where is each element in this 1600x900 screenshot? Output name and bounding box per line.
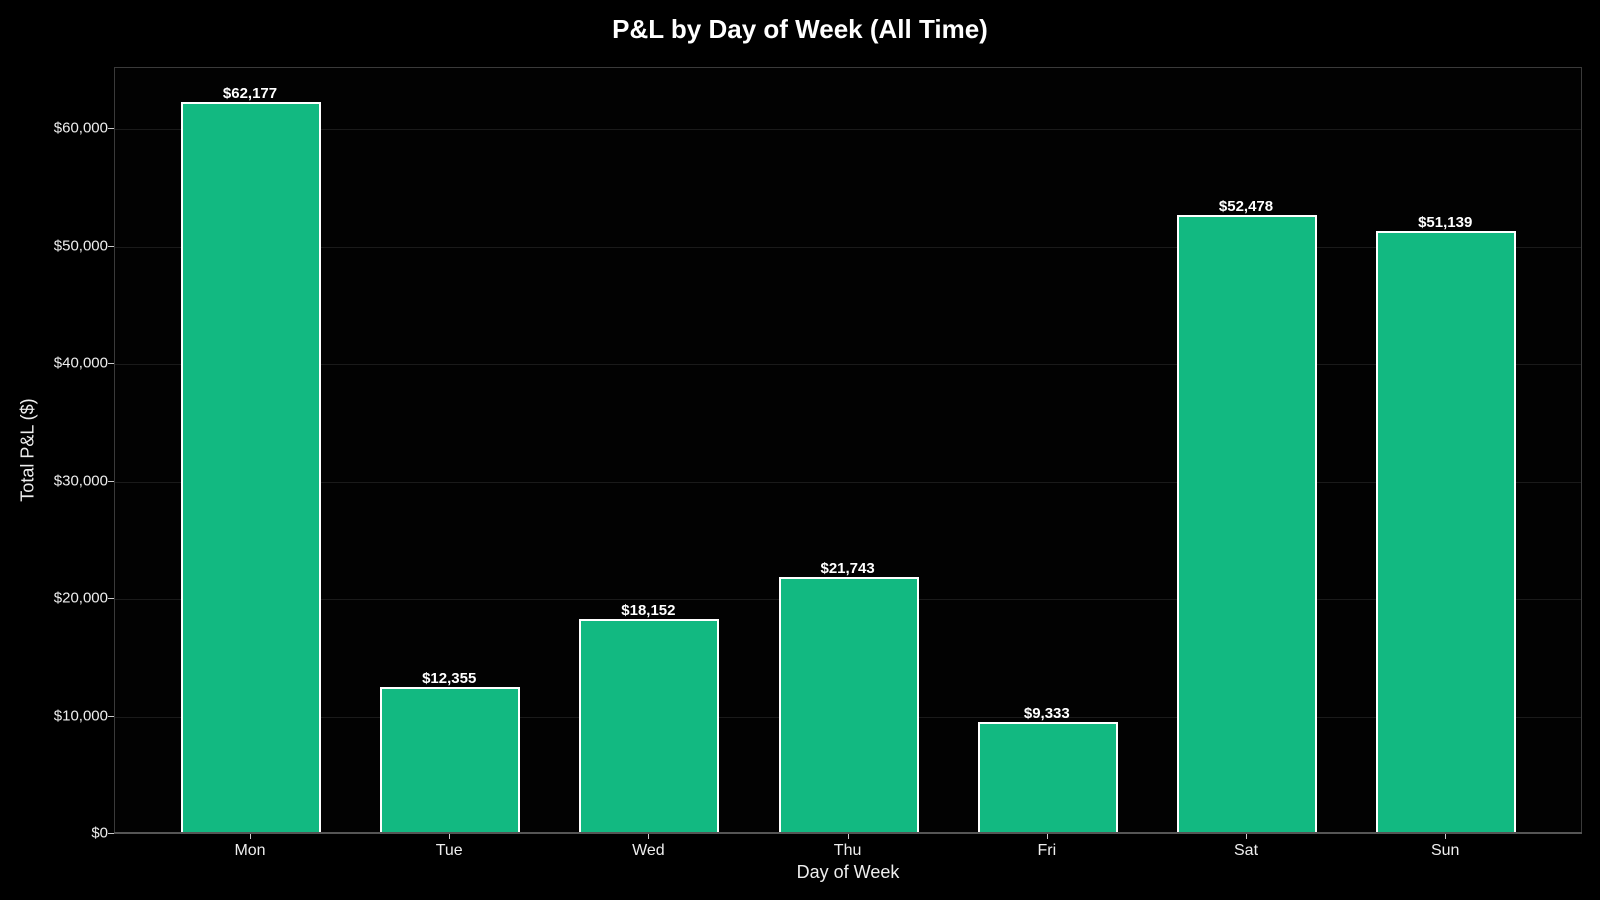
x-tick-label: Fri xyxy=(1037,842,1057,859)
bar-wed xyxy=(579,618,720,832)
y-tick-label: $50,000 xyxy=(53,237,108,255)
x-tick-label: Sun xyxy=(1430,842,1460,859)
bar-thu xyxy=(778,576,919,832)
gridline xyxy=(115,364,1581,366)
x-axis-line xyxy=(114,832,1582,834)
y-tick-mark xyxy=(108,245,114,247)
x-axis-label: Day of Week xyxy=(796,862,900,882)
bar-value-label: $62,177 xyxy=(222,84,278,102)
y-tick-label: $10,000 xyxy=(53,707,108,724)
x-tick-mark xyxy=(449,834,451,839)
gridline xyxy=(115,246,1581,248)
y-tick-mark xyxy=(108,833,114,834)
x-tick-label: Sat xyxy=(1233,842,1259,859)
x-tick-label: Wed xyxy=(632,842,665,859)
y-tick-mark xyxy=(108,128,114,130)
y-tick-label: $30,000 xyxy=(53,472,108,490)
bar-sat xyxy=(1177,215,1317,832)
y-tick-label: $40,000 xyxy=(53,354,108,372)
bar-mon xyxy=(181,101,321,832)
bar-sun xyxy=(1376,231,1517,832)
bar-value-label: $12,355 xyxy=(422,669,477,687)
gridline xyxy=(115,481,1581,483)
x-tick-mark xyxy=(1046,834,1048,839)
bar-value-label: $9,333 xyxy=(1023,705,1070,723)
y-tick-label: $20,000 xyxy=(53,589,108,607)
x-tick-mark xyxy=(847,834,849,839)
gridline xyxy=(115,129,1581,131)
x-tick-mark xyxy=(1445,834,1447,839)
bar-value-label: $51,139 xyxy=(1418,214,1473,232)
bar-fri xyxy=(977,722,1118,832)
x-tick-label: Mon xyxy=(234,842,266,859)
y-tick-label: $60,000 xyxy=(53,119,108,137)
y-axis-label: Total P&L ($) xyxy=(17,398,38,502)
x-tick-mark xyxy=(648,834,650,839)
bar-value-label: $18,152 xyxy=(621,601,676,619)
x-tick-label: Tue xyxy=(435,842,463,859)
bar-value-label: $21,743 xyxy=(820,559,875,577)
plot-area xyxy=(114,67,1582,833)
bar-tue xyxy=(380,686,521,832)
x-tick-mark xyxy=(1246,834,1247,839)
chart-title: P&L by Day of Week (All Time) xyxy=(612,14,988,44)
y-tick-mark xyxy=(108,480,114,482)
y-tick-mark xyxy=(108,715,114,717)
bar-value-label: $52,478 xyxy=(1218,198,1274,216)
y-tick-label: $0 xyxy=(91,824,108,842)
x-tick-mark xyxy=(250,834,251,839)
y-tick-mark xyxy=(108,598,114,600)
y-tick-mark xyxy=(108,363,114,365)
x-tick-label: Thu xyxy=(833,842,862,859)
